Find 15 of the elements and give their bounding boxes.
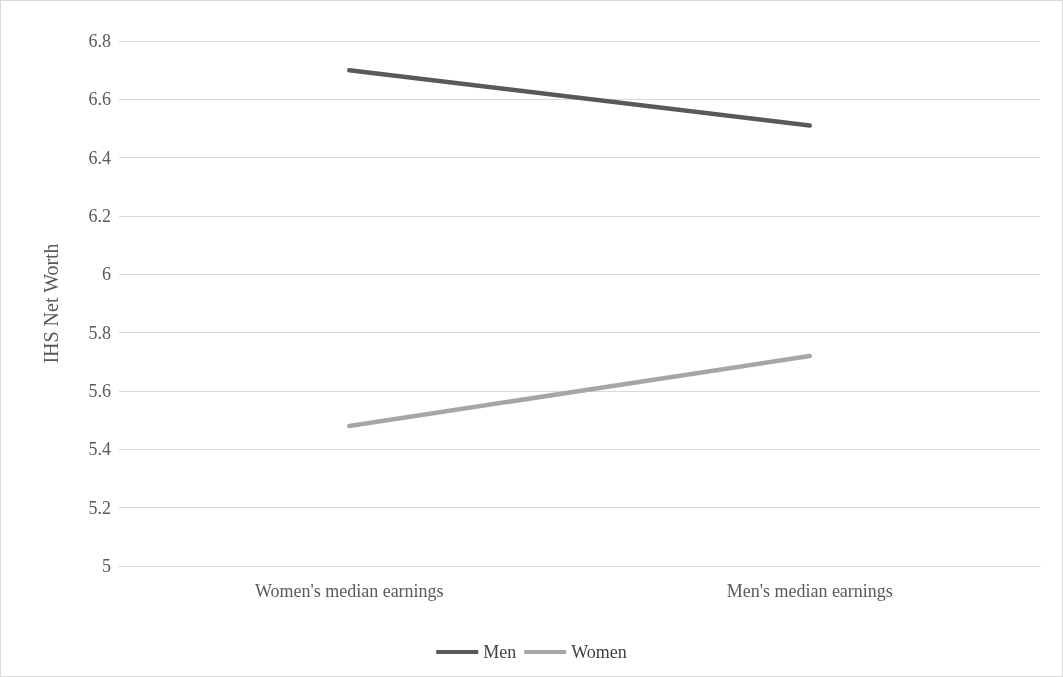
legend-label: Women	[571, 642, 627, 662]
x-tick-label: Men's median earnings	[726, 581, 893, 601]
y-tick-label: 5.4	[88, 439, 111, 460]
y-tick-label: 6	[102, 264, 111, 285]
y-tick-label: 5	[102, 556, 111, 576]
x-tick-label: Women's median earnings	[254, 581, 444, 601]
y-tick-label: 6.4	[88, 147, 111, 168]
legend-label: Men	[483, 642, 517, 662]
y-tick-label: 6.8	[88, 31, 111, 51]
y-tick-label: 6.2	[88, 206, 111, 226]
y-tick-label: 5.8	[88, 322, 111, 343]
y-tick-label: 5.6	[88, 381, 111, 401]
y-tick-label: 5.2	[88, 497, 111, 518]
y-tick-label: 6.6	[88, 89, 111, 110]
y-axis-title: IHS Net Worth	[40, 243, 62, 364]
